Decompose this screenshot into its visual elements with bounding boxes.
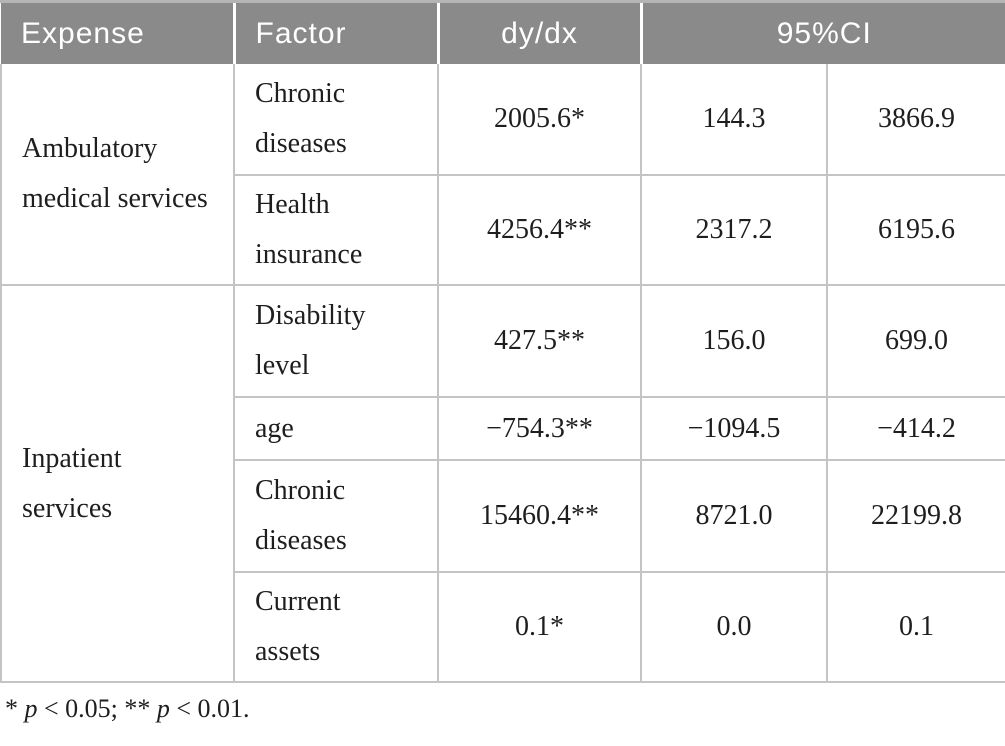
table-row: age −754.3** −1094.5 −414.2 (1, 396, 1005, 461)
factor-cell: Current assets (233, 571, 439, 683)
header-row: Expense Factor dy/dx 95%CI (1, 3, 1005, 64)
ci-low-cell: −1094.5 (640, 396, 828, 461)
table-row: Ambulatory medical services Chronic dise… (0, 64, 1005, 286)
ci-high-cell: −414.2 (825, 396, 1005, 461)
ci-high-cell: 6195.6 (825, 174, 1005, 286)
table-row: Current assets 0.1* 0.0 0.1 (1, 571, 1005, 683)
dydx-cell: 15460.4** (437, 459, 642, 573)
footnote-text: < 0.01. (169, 694, 250, 723)
table-row: Health insurance 4256.4** 2317.2 6195.6 (1, 174, 1005, 286)
factor-cell: Chronic diseases (233, 459, 439, 573)
col-header-expense: Expense (1, 3, 234, 64)
dydx-cell: 2005.6* (437, 64, 642, 176)
col-header-95ci: 95%CI (639, 3, 1005, 64)
table-body: Ambulatory medical services Chronic dise… (0, 64, 1005, 683)
ci-high-cell: 0.1 (825, 571, 1005, 683)
ci-low-cell: 2317.2 (640, 174, 828, 286)
significance-footnote: * p < 0.05; ** p < 0.01. (5, 694, 1005, 724)
dydx-cell: −754.3** (437, 396, 642, 461)
factor-cell: Health insurance (233, 174, 439, 286)
dydx-cell: 0.1* (437, 571, 642, 683)
table-header: Expense Factor dy/dx 95%CI (1, 3, 1005, 64)
footnote-text: * (5, 694, 25, 723)
dydx-cell: 4256.4** (437, 174, 642, 286)
col-header-factor: Factor (232, 3, 438, 64)
ci-high-cell: 22199.8 (825, 459, 1005, 573)
col-header-dydx: dy/dx (436, 3, 641, 64)
table-row: Inpatient services Disability level 427.… (0, 284, 1005, 683)
p-symbol: p (156, 694, 170, 723)
ci-low-cell: 144.3 (640, 64, 828, 176)
marginal-effects-table: Expense Factor dy/dx 95%CI Ambulatory me… (0, 3, 1005, 683)
ci-low-cell: 8721.0 (640, 459, 828, 573)
expense-cell-inpatient: Inpatient services (0, 284, 235, 683)
ci-high-cell: 3866.9 (825, 64, 1005, 176)
ci-low-cell: 0.0 (640, 571, 828, 683)
factor-cell: age (233, 396, 439, 461)
footnote-text: < 0.05; ** (37, 694, 157, 723)
factor-cell: Disability level (233, 284, 439, 398)
p-symbol: p (24, 694, 38, 723)
expense-cell-ambulatory: Ambulatory medical services (0, 64, 235, 286)
ci-low-cell: 156.0 (640, 284, 828, 398)
factor-cell: Chronic diseases (233, 64, 439, 176)
dydx-cell: 427.5** (437, 284, 642, 398)
table-container: Expense Factor dy/dx 95%CI Ambulatory me… (0, 0, 1005, 683)
ci-high-cell: 699.0 (825, 284, 1005, 398)
